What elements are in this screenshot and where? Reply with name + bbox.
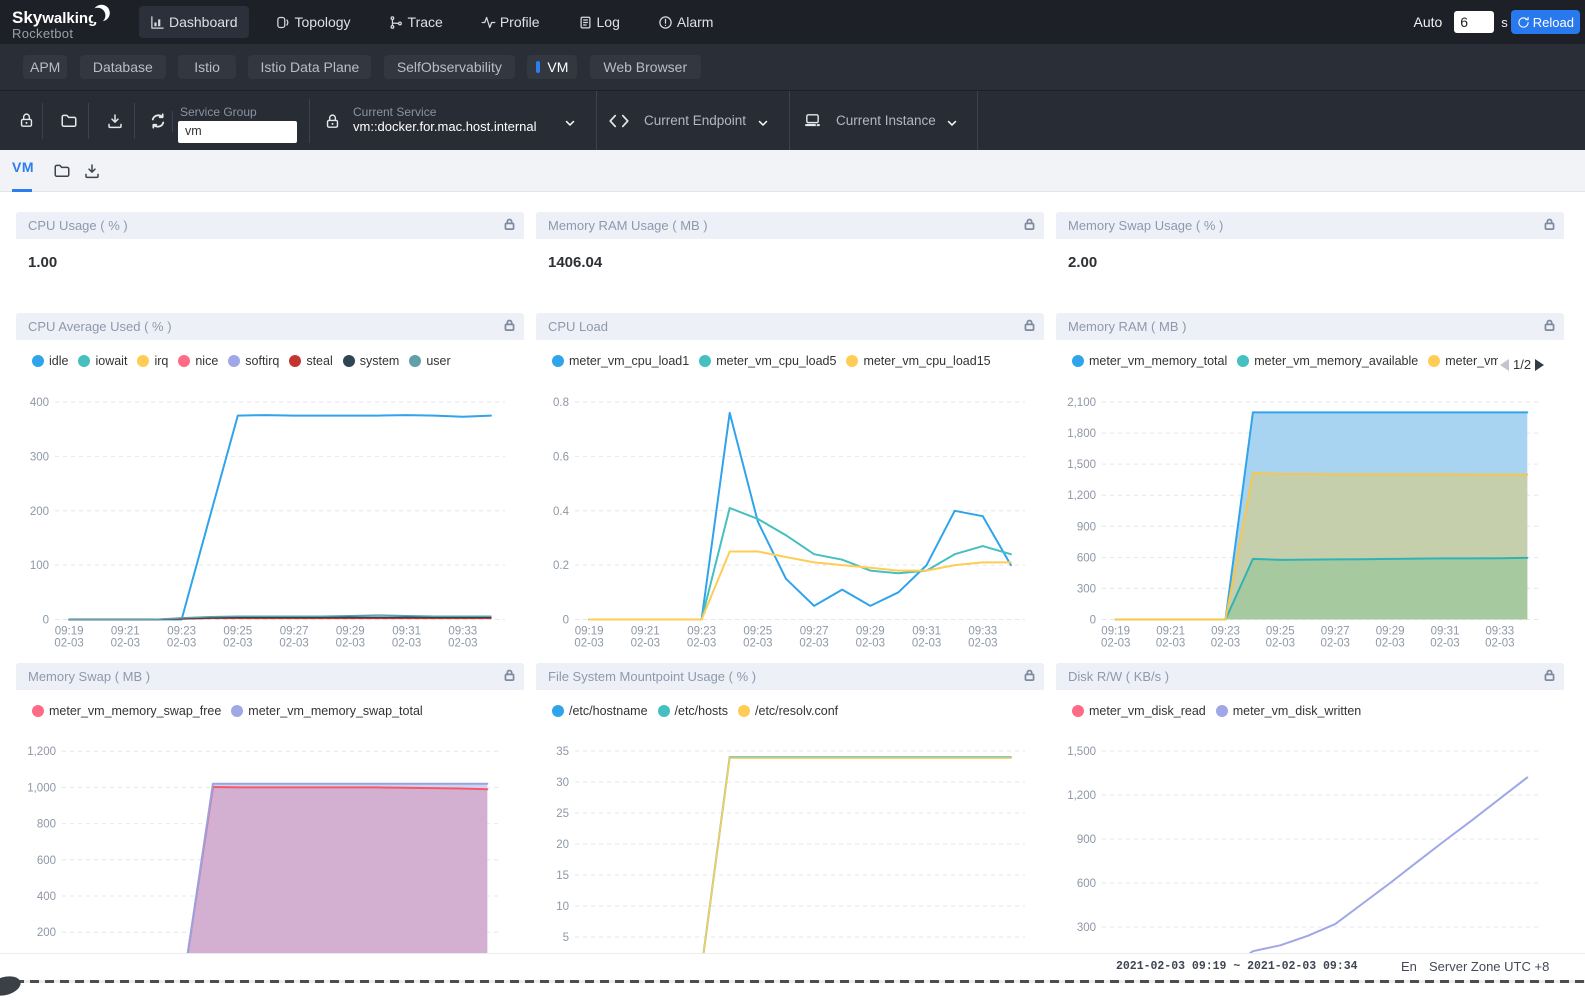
svg-text:0: 0 (1090, 615, 1096, 627)
svg-text:0.8: 0.8 (553, 397, 569, 409)
svg-text:1,200: 1,200 (1067, 490, 1096, 502)
svg-text:900: 900 (1077, 834, 1096, 846)
svg-text:09:23: 09:23 (167, 626, 196, 638)
svg-text:02-03: 02-03 (1485, 638, 1514, 650)
svg-text:30: 30 (556, 777, 569, 789)
svg-text:09:25: 09:25 (1266, 626, 1295, 638)
svg-text:09:21: 09:21 (631, 626, 660, 638)
svg-text:02-03: 02-03 (1156, 638, 1185, 650)
svg-text:09:19: 09:19 (55, 626, 84, 638)
svg-text:100: 100 (30, 560, 49, 572)
svg-text:09:19: 09:19 (575, 626, 604, 638)
svg-text:0.4: 0.4 (553, 506, 570, 518)
svg-text:25: 25 (556, 808, 569, 820)
svg-text:02-03: 02-03 (631, 638, 660, 650)
svg-text:15: 15 (556, 870, 569, 882)
svg-text:09:23: 09:23 (1211, 626, 1240, 638)
svg-text:09:31: 09:31 (392, 626, 421, 638)
svg-text:400: 400 (37, 891, 56, 903)
svg-text:0: 0 (563, 615, 569, 627)
svg-text:300: 300 (30, 451, 49, 463)
svg-text:02-03: 02-03 (912, 638, 941, 650)
svg-text:02-03: 02-03 (687, 638, 716, 650)
svg-text:09:27: 09:27 (280, 626, 309, 638)
svg-text:09:31: 09:31 (912, 626, 941, 638)
svg-text:02-03: 02-03 (392, 638, 421, 650)
svg-text:200: 200 (30, 506, 49, 518)
svg-text:09:27: 09:27 (1321, 626, 1350, 638)
svg-text:600: 600 (1077, 552, 1096, 564)
svg-text:5: 5 (563, 932, 569, 944)
svg-text:300: 300 (1077, 583, 1096, 595)
svg-text:09:25: 09:25 (743, 626, 772, 638)
svg-text:02-03: 02-03 (448, 638, 477, 650)
svg-text:09:21: 09:21 (1156, 626, 1185, 638)
svg-text:09:33: 09:33 (968, 626, 997, 638)
svg-text:09:29: 09:29 (856, 626, 885, 638)
svg-text:900: 900 (1077, 521, 1096, 533)
svg-text:2,100: 2,100 (1067, 397, 1096, 409)
svg-text:1,500: 1,500 (1067, 459, 1096, 471)
svg-text:02-03: 02-03 (167, 638, 196, 650)
svg-text:02-03: 02-03 (1320, 638, 1349, 650)
svg-text:02-03: 02-03 (1101, 638, 1130, 650)
svg-text:0.6: 0.6 (553, 451, 569, 463)
svg-text:09:29: 09:29 (336, 626, 365, 638)
svg-text:400: 400 (30, 397, 49, 409)
svg-text:02-03: 02-03 (1266, 638, 1295, 650)
svg-text:02-03: 02-03 (968, 638, 997, 650)
svg-text:20: 20 (556, 839, 569, 851)
svg-text:10: 10 (556, 901, 569, 913)
svg-text:200: 200 (37, 927, 56, 939)
svg-text:800: 800 (37, 819, 56, 831)
svg-text:1,800: 1,800 (1067, 428, 1096, 440)
svg-text:1,200: 1,200 (1067, 790, 1096, 802)
svg-text:02-03: 02-03 (336, 638, 365, 650)
svg-text:02-03: 02-03 (1430, 638, 1459, 650)
svg-text:09:27: 09:27 (800, 626, 829, 638)
svg-text:09:19: 09:19 (1101, 626, 1130, 638)
svg-text:09:23: 09:23 (687, 626, 716, 638)
svg-text:02-03: 02-03 (574, 638, 603, 650)
svg-text:09:21: 09:21 (111, 626, 140, 638)
svg-text:02-03: 02-03 (799, 638, 828, 650)
svg-text:600: 600 (1077, 878, 1096, 890)
svg-text:02-03: 02-03 (1375, 638, 1404, 650)
svg-text:600: 600 (37, 855, 56, 867)
svg-text:1,000: 1,000 (27, 782, 56, 794)
svg-text:09:33: 09:33 (448, 626, 477, 638)
svg-text:09:25: 09:25 (223, 626, 252, 638)
svg-text:02-03: 02-03 (1211, 638, 1240, 650)
svg-text:300: 300 (1077, 922, 1096, 934)
svg-text:02-03: 02-03 (54, 638, 83, 650)
svg-text:0.2: 0.2 (553, 560, 569, 572)
svg-text:35: 35 (556, 746, 569, 758)
svg-text:1,500: 1,500 (1067, 746, 1096, 758)
svg-text:0: 0 (43, 615, 49, 627)
svg-text:02-03: 02-03 (279, 638, 308, 650)
svg-text:09:33: 09:33 (1485, 626, 1514, 638)
svg-text:02-03: 02-03 (223, 638, 252, 650)
svg-text:1,200: 1,200 (27, 746, 56, 758)
svg-text:02-03: 02-03 (856, 638, 885, 650)
svg-text:02-03: 02-03 (111, 638, 140, 650)
svg-text:09:29: 09:29 (1376, 626, 1405, 638)
svg-text:09:31: 09:31 (1431, 626, 1460, 638)
svg-text:02-03: 02-03 (743, 638, 772, 650)
